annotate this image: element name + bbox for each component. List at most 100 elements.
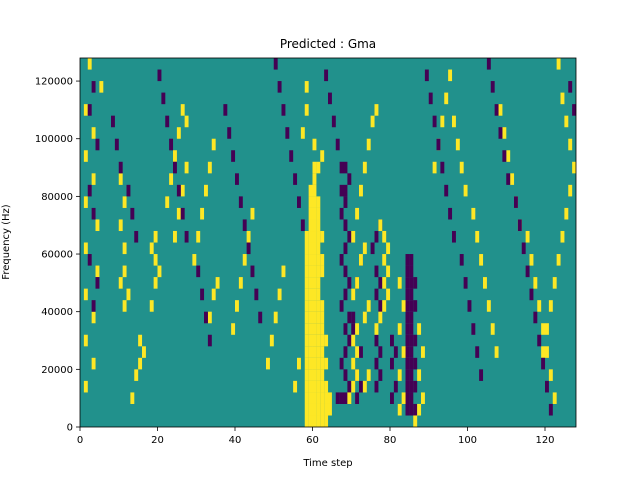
heatmap-cell — [157, 265, 162, 278]
heatmap-cell — [130, 207, 135, 220]
heatmap-cell — [479, 254, 484, 266]
heatmap-cell — [362, 311, 367, 324]
heatmap-cell — [409, 265, 414, 278]
heatmap-cell — [378, 369, 383, 381]
heatmap-cell — [529, 254, 534, 266]
heatmap-cell — [308, 242, 313, 255]
heatmap-cell — [320, 369, 325, 381]
heatmap-cell — [285, 127, 290, 139]
heatmap-cell — [459, 254, 464, 266]
heatmap-cell — [165, 115, 170, 128]
heatmap-cell — [545, 346, 549, 358]
heatmap-cell — [176, 184, 181, 197]
heatmap-cell — [304, 357, 309, 370]
y-tick-label: 120000 — [35, 77, 73, 88]
heatmap-cell — [498, 127, 503, 139]
heatmap-cell — [343, 242, 348, 255]
heatmap-cell — [339, 254, 344, 266]
heatmap-cell — [405, 357, 410, 370]
heatmap-cell — [173, 161, 177, 174]
heatmap-cell — [87, 254, 92, 266]
heatmap-cell — [304, 323, 309, 335]
heatmap-cell — [312, 346, 317, 358]
heatmap-cell — [328, 403, 332, 416]
heatmap-cell — [409, 323, 414, 335]
y-axis-label: Frequency (Hz) — [1, 204, 12, 280]
heatmap-cell — [165, 196, 170, 208]
heatmap-cell — [153, 254, 158, 266]
x-tick-label: 120 — [535, 435, 554, 446]
heatmap-cell — [312, 196, 317, 208]
heatmap-cell — [316, 357, 321, 370]
heatmap-cell — [250, 207, 255, 220]
heatmap-cell — [308, 219, 313, 232]
heatmap-cell — [231, 150, 236, 162]
y-tick-label: 20000 — [41, 365, 73, 376]
heatmap-cell — [359, 346, 363, 358]
heatmap-cell — [347, 392, 352, 404]
plot-area — [79, 57, 577, 428]
heatmap-cell — [308, 369, 313, 381]
heatmap-cell — [444, 92, 449, 105]
heatmap-cell — [405, 254, 410, 266]
chart-title: Predicted : Gma — [280, 37, 376, 51]
heatmap-cell — [258, 311, 263, 324]
heatmap-cell — [211, 138, 216, 151]
heatmap-cell — [382, 300, 387, 312]
heatmap-cell — [289, 150, 294, 162]
heatmap-cell — [390, 392, 394, 404]
heatmap-cell — [312, 265, 317, 278]
heatmap-cell — [324, 392, 329, 404]
heatmap-cell — [308, 415, 313, 428]
heatmap-cell — [316, 219, 321, 232]
heatmap-cell — [304, 242, 309, 255]
heatmap-cell — [359, 254, 363, 266]
heatmap-cell — [316, 265, 321, 278]
heatmap-cell — [378, 219, 383, 232]
heatmap-cell — [374, 265, 379, 278]
heatmap-cell — [525, 230, 530, 243]
heatmap-cell — [238, 277, 243, 289]
heatmap-cell — [83, 150, 88, 162]
heatmap-cell — [355, 346, 360, 358]
heatmap-cell — [320, 300, 325, 312]
heatmap-cell — [347, 380, 352, 393]
heatmap-cell — [312, 138, 317, 151]
y-tick-label: 100000 — [35, 134, 73, 145]
heatmap-cell — [397, 277, 402, 289]
heatmap-cell — [324, 357, 329, 370]
heatmap-cell — [498, 104, 503, 116]
heatmap-cell — [386, 288, 391, 301]
heatmap-cell — [448, 69, 453, 82]
heatmap-cell — [149, 242, 154, 255]
heatmap-cell — [405, 369, 410, 381]
heatmap-cell — [99, 81, 104, 93]
heatmap-cell — [312, 161, 317, 174]
x-axis: 0 20 40 60 80 100 120 — [77, 427, 555, 446]
heatmap-cell — [149, 300, 154, 312]
heatmap-cell — [405, 334, 410, 347]
heatmap-cell — [556, 58, 561, 70]
heatmap-cell — [126, 184, 131, 197]
heatmap-cell — [308, 277, 313, 289]
heatmap-cell — [312, 230, 317, 243]
heatmap-cell — [324, 69, 329, 82]
heatmap-cell — [308, 265, 313, 278]
heatmap-cell — [173, 150, 177, 162]
heatmap-cell — [347, 230, 352, 243]
heatmap-cell — [533, 311, 538, 324]
heatmap-cell — [300, 127, 305, 139]
heatmap-cell — [157, 69, 162, 82]
x-tick-label: 0 — [77, 435, 83, 446]
heatmap-cell — [324, 403, 329, 416]
heatmap-cell — [374, 104, 379, 116]
heatmap-cell — [316, 369, 321, 381]
heatmap-cell — [339, 161, 344, 174]
heatmap-cell — [362, 161, 367, 174]
heatmap-cell — [471, 323, 476, 335]
heatmap-cell — [308, 254, 313, 266]
heatmap-cell — [316, 207, 321, 220]
heatmap-cell — [83, 104, 88, 116]
heatmap-cell — [440, 115, 445, 128]
